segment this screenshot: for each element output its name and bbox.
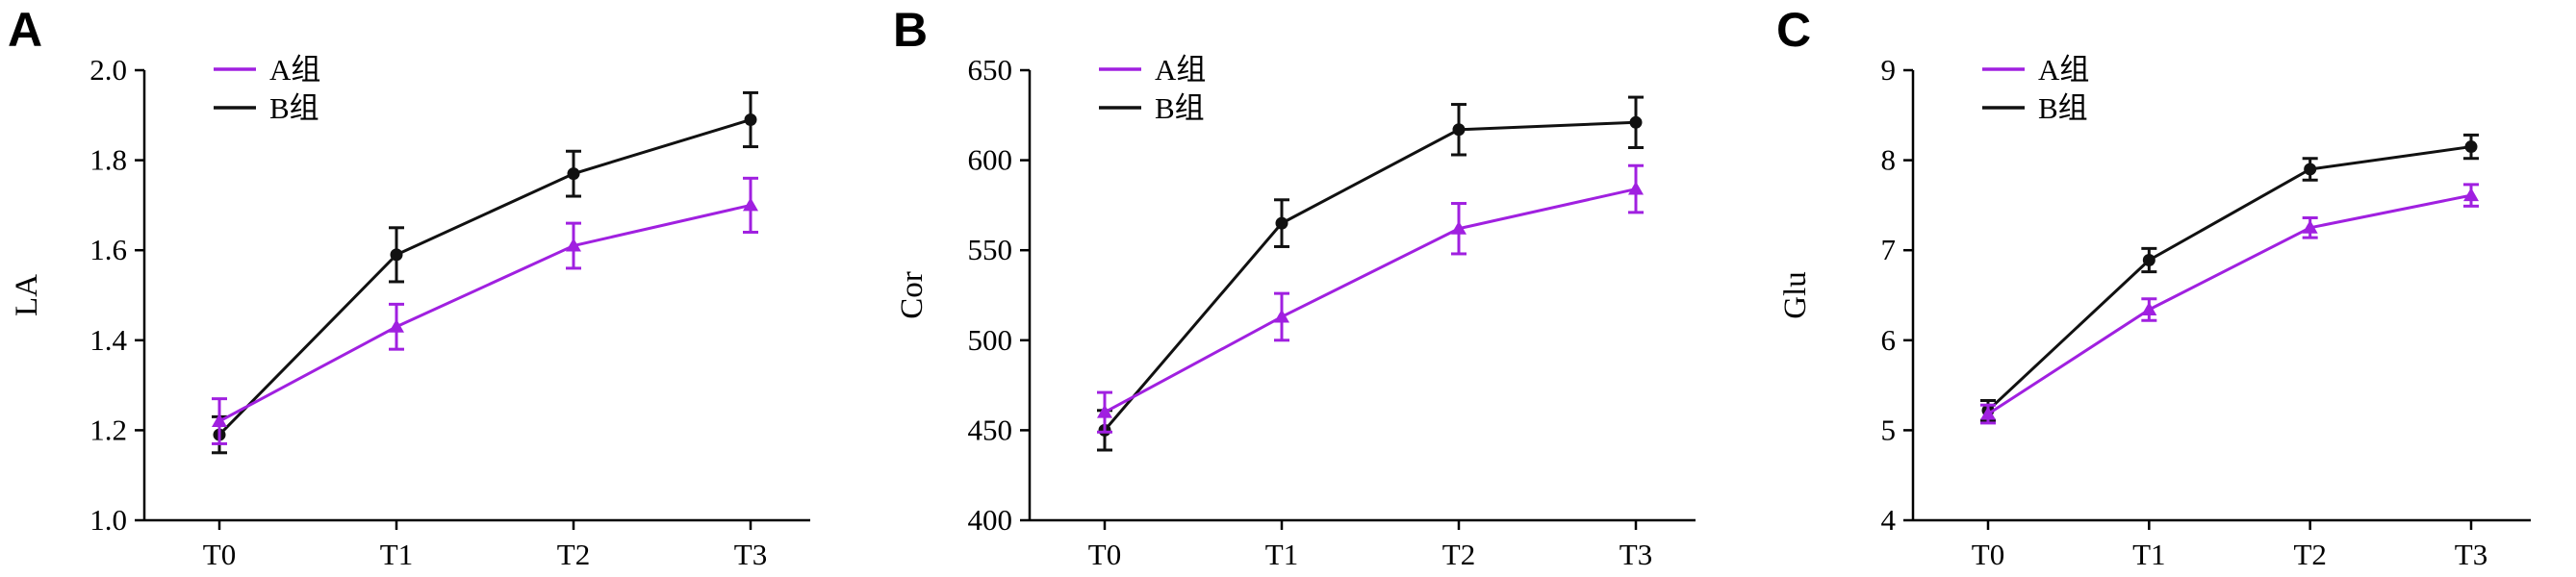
chart-svg: 400 450 500 550 600 650 T0 T1 T2 T3 Cor A组 B组 <box>895 53 1696 571</box>
y-tick-label: 600 <box>968 143 1013 177</box>
x-tick-label: T1 <box>2132 538 2165 571</box>
y-tick-label: 1.2 <box>89 413 127 446</box>
legend-label: B组 <box>2038 91 2088 125</box>
data-point <box>1980 406 1996 420</box>
legend-label: A组 <box>1155 53 1206 87</box>
data-point <box>2464 140 2478 154</box>
y-tick-label: 2.0 <box>89 53 127 87</box>
x-tick-label: T0 <box>1972 538 2004 571</box>
x-tick-label: T2 <box>557 538 590 571</box>
legend-label: B组 <box>269 91 319 125</box>
legend-label: B组 <box>1155 91 1205 125</box>
y-tick-label: 1.6 <box>89 233 127 266</box>
x-tick-label: T1 <box>380 538 413 571</box>
data-point <box>1452 123 1466 137</box>
panel-letter: A <box>8 3 43 57</box>
chart-panel-c: C 4 5 6 7 8 9 T0 T1 T2 T3 Glu A组 B组 <box>1769 0 2576 577</box>
x-tick-label: T3 <box>2455 538 2487 571</box>
x-tick-label: T1 <box>1265 538 1298 571</box>
chart-svg: 4 5 6 7 8 9 T0 T1 T2 T3 Glu A组 B组 <box>1778 53 2531 571</box>
x-tick-label: T0 <box>203 538 236 571</box>
x-tick-label: T3 <box>1620 538 1652 571</box>
chart-panel-a: A 1.0 1.2 1.4 1.6 1.8 2.0 T0 T1 T2 T3 LA A组 B组 <box>0 0 858 577</box>
y-axis-label: Cor <box>895 271 930 319</box>
data-point <box>566 238 581 252</box>
data-point <box>2142 253 2155 266</box>
data-point <box>743 197 758 212</box>
y-axis-label: LA <box>10 274 44 316</box>
data-point <box>212 414 227 428</box>
panel-letter: C <box>1776 3 1812 57</box>
data-point <box>2304 163 2317 176</box>
y-tick-label: 650 <box>968 53 1013 87</box>
series-line <box>1987 193 2472 415</box>
series-line <box>1104 188 1637 414</box>
y-tick-label: 1.0 <box>89 503 127 537</box>
panel-letter: B <box>893 3 929 57</box>
y-tick-label: 8 <box>1881 143 1897 177</box>
y-tick-label: 550 <box>968 233 1013 266</box>
chart-svg: 1.0 1.2 1.4 1.6 1.8 2.0 T0 T1 T2 T3 LA A组 B组 <box>10 53 810 571</box>
x-tick-label: T3 <box>734 538 767 571</box>
y-tick-label: 5 <box>1881 413 1897 446</box>
data-point <box>390 248 403 262</box>
legend-label: A组 <box>269 53 320 87</box>
legend-label: A组 <box>2038 53 2089 87</box>
data-point <box>1097 404 1112 418</box>
x-tick-label: T2 <box>2293 538 2326 571</box>
series-line <box>218 203 752 423</box>
data-point <box>1628 181 1644 195</box>
series-line <box>1103 120 1637 432</box>
data-point <box>567 167 580 181</box>
y-tick-label: 4 <box>1881 503 1897 537</box>
y-tick-label: 450 <box>968 413 1013 446</box>
data-point <box>1629 115 1643 129</box>
data-point <box>1275 216 1288 230</box>
data-point <box>1451 220 1467 235</box>
y-tick-label: 9 <box>1881 53 1897 87</box>
series-line <box>217 118 752 437</box>
y-tick-label: 1.4 <box>89 323 127 357</box>
chart-panel-b: B 400 450 500 550 600 650 T0 T1 T2 T3 Cor A组 B组 <box>885 0 1744 577</box>
data-point <box>2141 301 2157 315</box>
y-tick-label: 7 <box>1881 233 1897 266</box>
data-point <box>389 318 404 333</box>
y-tick-label: 6 <box>1881 323 1897 357</box>
x-tick-label: T2 <box>1442 538 1475 571</box>
y-tick-label: 400 <box>968 503 1013 537</box>
y-axis-label: Glu <box>1778 271 1813 319</box>
y-tick-label: 500 <box>968 323 1013 357</box>
data-point <box>744 113 757 126</box>
data-point <box>2463 188 2479 202</box>
series-line <box>1986 145 2472 412</box>
x-tick-label: T0 <box>1088 538 1121 571</box>
data-point <box>2302 219 2318 234</box>
data-point <box>1274 309 1289 323</box>
y-tick-label: 1.8 <box>89 143 127 177</box>
